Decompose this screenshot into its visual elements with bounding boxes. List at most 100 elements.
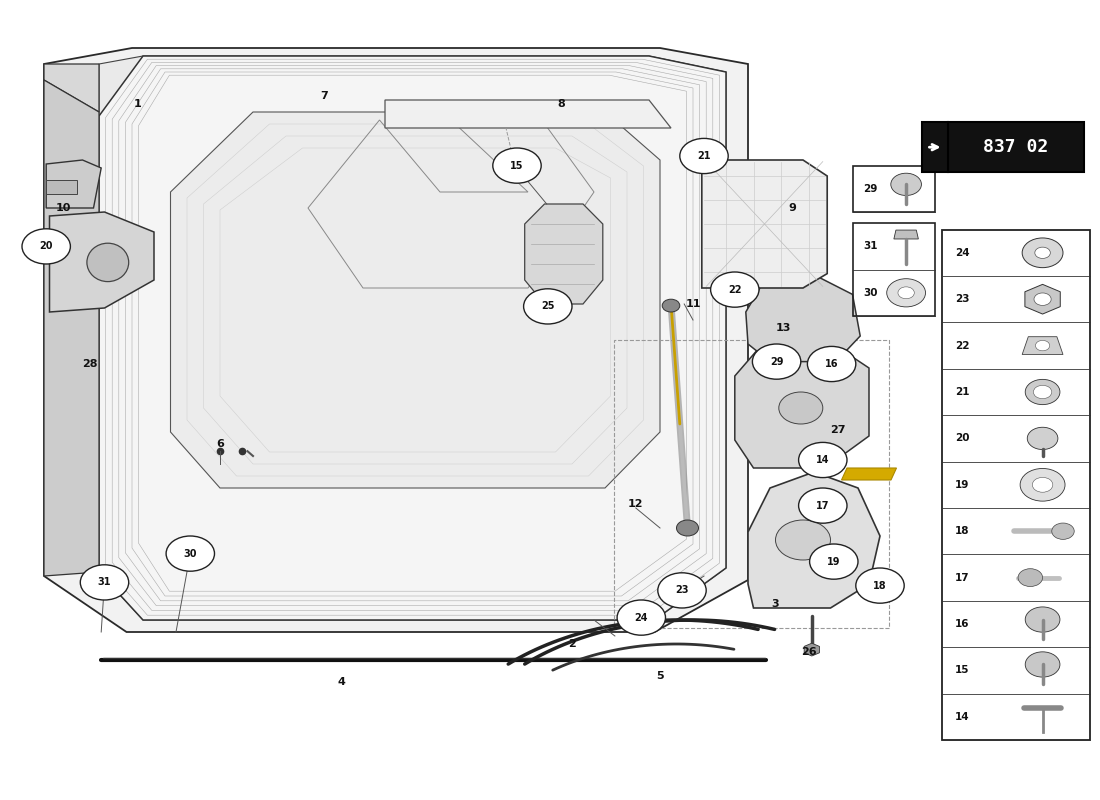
Circle shape bbox=[1025, 652, 1060, 677]
Text: 23: 23 bbox=[955, 294, 969, 304]
Circle shape bbox=[1027, 427, 1058, 450]
Circle shape bbox=[1033, 386, 1052, 398]
Text: 5: 5 bbox=[657, 671, 663, 681]
Circle shape bbox=[22, 229, 70, 264]
Circle shape bbox=[1035, 247, 1050, 258]
Polygon shape bbox=[99, 56, 726, 620]
Text: 29: 29 bbox=[864, 184, 878, 194]
Circle shape bbox=[1052, 523, 1075, 539]
Ellipse shape bbox=[87, 243, 129, 282]
Text: 2: 2 bbox=[568, 639, 576, 649]
Circle shape bbox=[898, 287, 914, 298]
Text: 22: 22 bbox=[955, 341, 969, 350]
Text: 14: 14 bbox=[955, 712, 969, 722]
Polygon shape bbox=[50, 212, 154, 312]
Polygon shape bbox=[44, 64, 99, 112]
Polygon shape bbox=[702, 160, 827, 288]
Circle shape bbox=[891, 174, 922, 195]
Polygon shape bbox=[46, 180, 77, 194]
Text: 3: 3 bbox=[772, 599, 779, 609]
Polygon shape bbox=[44, 48, 748, 632]
Text: 16: 16 bbox=[955, 619, 969, 629]
Text: 28: 28 bbox=[82, 359, 98, 369]
Circle shape bbox=[810, 544, 858, 579]
Circle shape bbox=[80, 565, 129, 600]
Circle shape bbox=[1020, 469, 1065, 501]
Text: 837 02: 837 02 bbox=[983, 138, 1048, 156]
Text: 8: 8 bbox=[557, 99, 565, 109]
Text: 30: 30 bbox=[864, 288, 878, 298]
Circle shape bbox=[662, 299, 680, 312]
Polygon shape bbox=[804, 643, 820, 656]
Text: 20: 20 bbox=[955, 434, 969, 443]
Circle shape bbox=[166, 536, 214, 571]
Text: 1: 1 bbox=[133, 99, 142, 109]
Circle shape bbox=[856, 568, 904, 603]
Text: 11: 11 bbox=[685, 299, 701, 309]
Text: a passion for parts: a passion for parts bbox=[307, 465, 529, 527]
Polygon shape bbox=[44, 80, 99, 576]
Text: 29: 29 bbox=[770, 357, 783, 366]
Circle shape bbox=[524, 289, 572, 324]
Polygon shape bbox=[170, 112, 660, 488]
Text: 30: 30 bbox=[184, 549, 197, 558]
Polygon shape bbox=[525, 204, 603, 304]
Circle shape bbox=[1025, 379, 1060, 405]
Polygon shape bbox=[748, 472, 880, 608]
Text: 27: 27 bbox=[830, 426, 846, 435]
Circle shape bbox=[752, 344, 801, 379]
Circle shape bbox=[711, 272, 759, 307]
Circle shape bbox=[807, 346, 856, 382]
Circle shape bbox=[1019, 569, 1043, 586]
Circle shape bbox=[1033, 478, 1053, 492]
Text: 20: 20 bbox=[40, 242, 53, 251]
Text: 14: 14 bbox=[816, 455, 829, 465]
Circle shape bbox=[1025, 607, 1060, 632]
Polygon shape bbox=[385, 100, 671, 128]
Circle shape bbox=[1035, 341, 1049, 350]
Text: europ: europ bbox=[114, 326, 502, 442]
Circle shape bbox=[658, 573, 706, 608]
Polygon shape bbox=[1022, 337, 1063, 354]
Text: 10: 10 bbox=[56, 203, 72, 213]
Circle shape bbox=[676, 520, 698, 536]
FancyBboxPatch shape bbox=[948, 122, 1084, 172]
Polygon shape bbox=[735, 342, 869, 468]
Circle shape bbox=[799, 442, 847, 478]
Text: 4: 4 bbox=[337, 677, 345, 686]
FancyBboxPatch shape bbox=[922, 122, 948, 172]
Text: 13: 13 bbox=[776, 323, 791, 333]
Text: 26: 26 bbox=[801, 647, 816, 657]
Text: 19: 19 bbox=[827, 557, 840, 566]
Circle shape bbox=[776, 520, 830, 560]
Circle shape bbox=[887, 278, 925, 307]
Circle shape bbox=[1034, 293, 1052, 306]
Text: 21: 21 bbox=[955, 387, 969, 397]
Text: 24: 24 bbox=[955, 248, 969, 258]
Text: 16: 16 bbox=[825, 359, 838, 369]
Polygon shape bbox=[894, 230, 918, 239]
Text: 6: 6 bbox=[216, 439, 224, 449]
Polygon shape bbox=[46, 160, 101, 208]
Text: 22: 22 bbox=[728, 285, 741, 294]
Circle shape bbox=[493, 148, 541, 183]
Text: 21: 21 bbox=[697, 151, 711, 161]
Polygon shape bbox=[746, 272, 860, 362]
Text: 18: 18 bbox=[873, 581, 887, 590]
Text: 15: 15 bbox=[955, 666, 969, 675]
Text: 17: 17 bbox=[955, 573, 969, 582]
Polygon shape bbox=[1025, 284, 1060, 314]
Text: 31: 31 bbox=[98, 578, 111, 587]
Polygon shape bbox=[99, 56, 726, 620]
Text: 31: 31 bbox=[864, 242, 878, 251]
Text: 19: 19 bbox=[955, 480, 969, 490]
Text: 17: 17 bbox=[816, 501, 829, 510]
Text: 9: 9 bbox=[788, 203, 796, 213]
Text: 18: 18 bbox=[955, 526, 969, 536]
Circle shape bbox=[680, 138, 728, 174]
Circle shape bbox=[617, 600, 666, 635]
Text: 23: 23 bbox=[675, 586, 689, 595]
Circle shape bbox=[779, 392, 823, 424]
Text: 12: 12 bbox=[628, 499, 643, 509]
Text: 7: 7 bbox=[320, 91, 329, 101]
